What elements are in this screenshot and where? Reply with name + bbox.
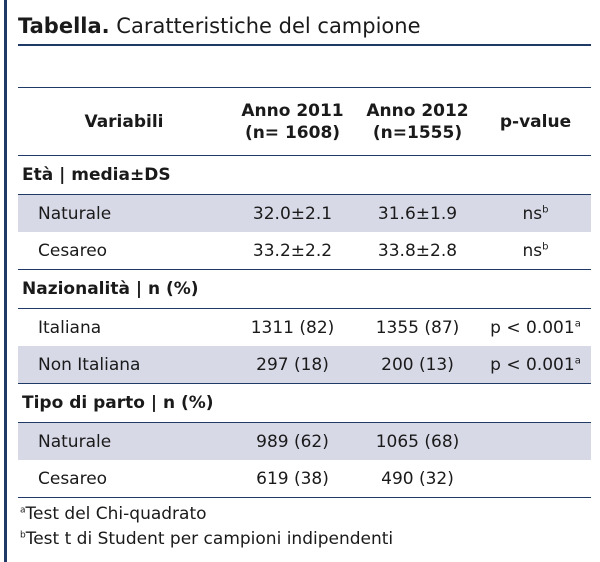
table-top-rule	[18, 87, 591, 88]
row-label: Naturale	[18, 422, 230, 460]
row-label: Naturale	[18, 194, 230, 232]
p-value-text: p < 0.001	[490, 354, 575, 375]
cell-2012: 33.8±2.8	[355, 232, 480, 270]
footnote-b: bTest t di Student per campioni indipend…	[20, 527, 393, 552]
header-row: Variabili Anno 2011 (n= 1608) Anno 2012 (n…	[18, 88, 591, 156]
cell-2011: 297 (18)	[230, 346, 355, 384]
cell-2012: 1065 (68)	[355, 422, 480, 460]
cell-p-value: p < 0.001a	[480, 346, 591, 384]
title-text: Caratteristiche del campione	[109, 14, 421, 38]
header-2011-year: Anno 2011	[241, 100, 344, 121]
cell-2012: 31.6±1.9	[355, 194, 480, 232]
cell-2011: 33.2±2.2	[230, 232, 355, 270]
cell-2011: 619 (38)	[230, 460, 355, 498]
cell-p-value: nsb	[480, 194, 591, 232]
cell-p-value	[480, 422, 591, 460]
cell-p-value: nsb	[480, 232, 591, 270]
footnote-mark: b	[20, 530, 26, 541]
p-value-text: ns	[522, 203, 543, 224]
footnote-text: Test del Chi-quadrato	[25, 504, 207, 524]
p-value-footnote-mark: b	[542, 240, 549, 252]
cell-2012: 1355 (87)	[375, 317, 460, 338]
row-label: Non Italiana	[18, 346, 230, 384]
cell-p-value	[480, 460, 591, 498]
footnote-mark: a	[20, 505, 26, 516]
section-row: Nazionalità | n (%)	[18, 269, 591, 309]
header-anno-2012: Anno 2012 (n=1555)	[355, 88, 480, 156]
table-row: Cesareo 619 (38) 490 (32)	[18, 460, 591, 498]
p-value-text: ns	[522, 240, 543, 261]
cell-2012: 200 (13)	[355, 346, 480, 384]
title-label: Tabella.	[18, 14, 110, 38]
header-2011-n: (n= 1608)	[244, 122, 341, 143]
p-value-footnote-mark: a	[574, 317, 581, 329]
section-row: Età | media±DS	[18, 155, 591, 195]
table-row: Non Italiana 297 (18) 200 (13) p < 0.001…	[18, 346, 591, 384]
cell-2012: 490 (32)	[355, 460, 480, 498]
row-label: Cesareo	[18, 460, 230, 498]
table-title: Tabella. Caratteristiche del campione	[18, 14, 421, 38]
row-label: Italiana	[38, 317, 102, 338]
footnote-a: aTest del Chi-quadrato	[20, 502, 393, 527]
header-2012-n: (n=1555)	[372, 122, 463, 143]
section-label: Età | media±DS	[18, 155, 591, 195]
table-row: Italiana 1311 (82) 1355 (87) p < 0.001a	[18, 309, 591, 347]
row-label: Cesareo	[18, 232, 230, 270]
header-variabili: Variabili	[18, 88, 230, 156]
p-value-footnote-mark: a	[574, 354, 581, 366]
header-p-value: p-value	[480, 88, 591, 156]
table-row: Naturale 32.0±2.1 31.6±1.9 nsb	[18, 194, 591, 232]
footnotes: aTest del Chi-quadrato bTest t di Studen…	[20, 502, 393, 552]
cell-p-value: p < 0.001a	[480, 309, 591, 347]
table-frame	[4, 0, 596, 562]
header-2012-year: Anno 2012	[366, 100, 469, 121]
header-anno-2011: Anno 2011 (n= 1608)	[230, 88, 355, 156]
table-row: Cesareo 33.2±2.2 33.8±2.8 nsb	[18, 232, 591, 270]
data-table: Variabili Anno 2011 (n= 1608) Anno 2012 (n…	[18, 88, 591, 498]
table-body: Età | media±DS Naturale 32.0±2.1 31.6±1.…	[18, 155, 591, 498]
section-label: Nazionalità | n (%)	[18, 269, 591, 309]
p-value-text: p < 0.001	[490, 317, 575, 338]
section-label: Tipo di parto | n (%)	[18, 383, 591, 423]
title-divider	[18, 44, 591, 46]
cell-2011: 989 (62)	[230, 422, 355, 460]
table-row: Naturale 989 (62) 1065 (68)	[18, 422, 591, 460]
footnote-text: Test t di Student per campioni indipende…	[25, 529, 394, 549]
section-row: Tipo di parto | n (%)	[18, 383, 591, 423]
cell-2011: 1311 (82)	[250, 317, 335, 338]
cell-2011: 32.0±2.1	[230, 194, 355, 232]
p-value-footnote-mark: b	[542, 203, 549, 215]
